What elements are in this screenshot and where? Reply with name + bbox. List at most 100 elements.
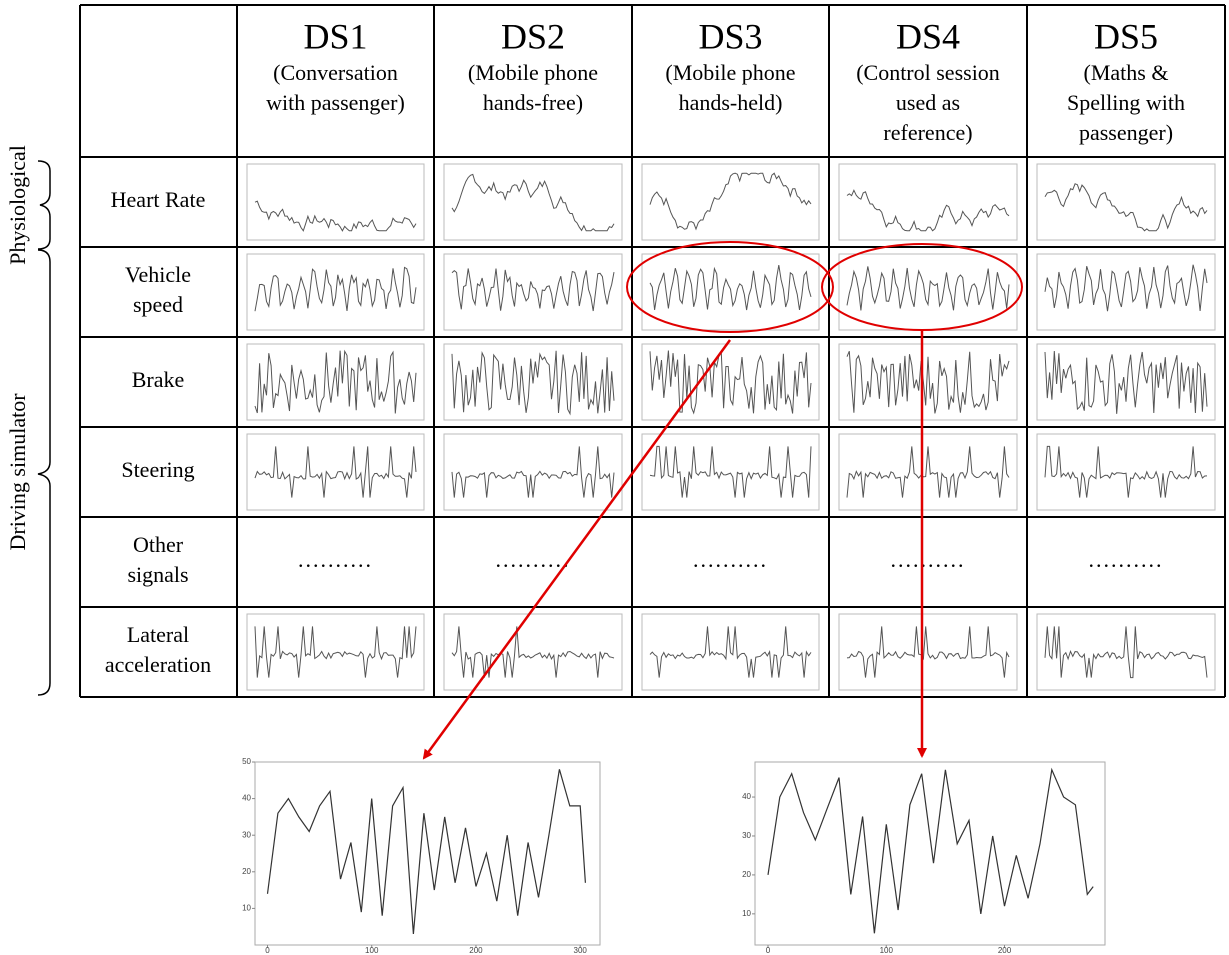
column-title: DS3	[698, 16, 762, 56]
x-tick-label: 0	[766, 946, 771, 955]
row-label: Vehicle	[125, 262, 191, 287]
thumbnail-signal	[451, 268, 615, 312]
plot-frame	[754, 761, 1106, 946]
column-subtitle: (Mobile phone	[665, 60, 795, 85]
column-subtitle: used as	[896, 90, 960, 115]
x-tick-label: 100	[880, 946, 894, 955]
thumbnail-signal	[1044, 183, 1208, 232]
thumbnail-frame	[1036, 253, 1216, 331]
thumbnail-signal	[649, 626, 812, 678]
column-subtitle: (Maths &	[1084, 60, 1169, 85]
row-label: Other	[133, 532, 184, 557]
thumbnail-signal	[649, 350, 812, 415]
y-tick-label: 40	[242, 794, 251, 803]
column-title: DS1	[303, 16, 367, 56]
thumbnail-signal	[1044, 626, 1208, 679]
thumbnail-frame	[246, 613, 425, 691]
placeholder: ..........	[1089, 547, 1164, 572]
y-tick-label: 30	[742, 831, 751, 840]
thumbnail-signal	[1044, 445, 1208, 498]
column-subtitle: (Conversation	[273, 60, 398, 85]
thumbnail-signal	[846, 266, 1010, 311]
thumbnail-frame	[443, 253, 623, 331]
column-title: DS2	[501, 16, 565, 56]
thumbnail-frame	[1036, 343, 1216, 421]
highlight	[626, 241, 834, 333]
placeholder: ..........	[496, 547, 571, 572]
column-title: DS4	[896, 16, 960, 56]
thumbnail-frame	[838, 163, 1018, 241]
column-title: DS5	[1094, 16, 1158, 56]
thumbnail-signal	[254, 349, 417, 414]
thumbnail-signal	[1044, 350, 1208, 414]
line-series	[767, 767, 1094, 934]
y-tick-label: 10	[742, 909, 751, 918]
thumbnail-signal	[451, 350, 615, 416]
placeholder: ..........	[298, 547, 373, 572]
y-tick-label: 10	[242, 904, 251, 913]
row-label: Steering	[121, 457, 194, 482]
y-tick-label: 40	[742, 792, 751, 801]
y-tick-label: 20	[242, 867, 251, 876]
column-subtitle: Spelling with	[1067, 90, 1185, 115]
row-label: Brake	[132, 367, 185, 392]
thumbnail-frame	[246, 343, 425, 421]
group-label: Driving simulator	[5, 393, 30, 551]
line-series	[266, 769, 586, 935]
thumbnail-signal	[846, 446, 1010, 498]
thumbnail-frame	[443, 613, 623, 691]
placeholder: ..........	[693, 547, 768, 572]
thumbnail-signal	[451, 173, 615, 232]
thumbnail-signal	[254, 446, 417, 498]
thumbnail-frame	[246, 433, 425, 511]
x-tick-label: 200	[998, 946, 1012, 955]
row-label: Lateral	[127, 622, 189, 647]
column-subtitle: with passenger)	[266, 90, 405, 115]
thumbnail-signal	[846, 351, 1010, 414]
thumbnail-signal	[254, 266, 417, 312]
row-label: acceleration	[105, 652, 211, 677]
x-tick-label: 100	[365, 946, 379, 955]
thumbnail-signal	[1044, 264, 1208, 312]
thumbnail-signal	[254, 200, 417, 232]
column-subtitle: reference)	[883, 120, 972, 145]
y-tick-label: 50	[242, 757, 251, 766]
thumbnail-signal	[649, 445, 812, 498]
thumbnail-signal	[846, 189, 1010, 232]
thumbnail-frame	[246, 163, 425, 241]
thumbnail-frame	[1036, 163, 1216, 241]
row-label: signals	[127, 562, 188, 587]
thumbnail-signal	[846, 626, 1010, 678]
column-subtitle: hands-free)	[483, 90, 583, 115]
row-label: Heart Rate	[111, 187, 206, 212]
thumbnail-signal	[649, 265, 812, 311]
thumbnail-signal	[451, 446, 615, 498]
column-subtitle: passenger)	[1079, 120, 1173, 145]
arrow	[422, 339, 732, 760]
thumbnail-signal	[649, 172, 812, 231]
thumbnail-frame	[838, 253, 1018, 331]
column-subtitle: (Mobile phone	[468, 60, 598, 85]
plot-frame	[254, 761, 601, 946]
thumbnail-signal	[451, 626, 615, 678]
brace	[37, 249, 51, 696]
group-label: Physiological	[5, 145, 30, 265]
placeholder: ..........	[891, 547, 966, 572]
column-subtitle: hands-held)	[679, 90, 783, 115]
y-tick-label: 20	[742, 870, 751, 879]
y-tick-label: 30	[242, 830, 251, 839]
thumbnail-signal	[254, 626, 417, 678]
x-tick-label: 300	[574, 946, 588, 955]
x-tick-label: 200	[469, 946, 483, 955]
brace	[37, 160, 51, 250]
row-label: speed	[133, 292, 183, 317]
x-tick-label: 0	[265, 946, 270, 955]
thumbnail-frame	[246, 253, 425, 331]
thumbnail-frame	[641, 433, 820, 511]
thumbnail-frame	[838, 343, 1018, 421]
thumbnail-frame	[1036, 613, 1216, 691]
thumbnail-frame	[1036, 433, 1216, 511]
column-subtitle: (Control session	[856, 60, 1000, 85]
